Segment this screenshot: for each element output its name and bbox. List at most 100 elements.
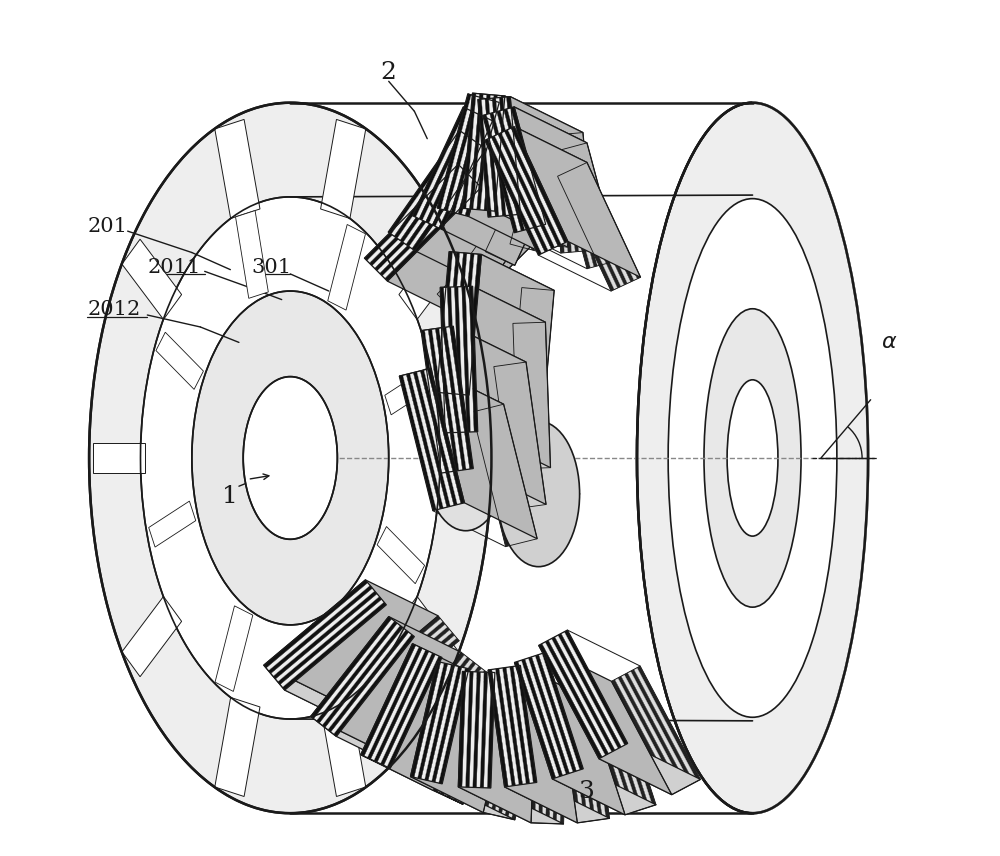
Polygon shape bbox=[545, 640, 609, 755]
Polygon shape bbox=[499, 98, 513, 215]
Polygon shape bbox=[344, 624, 447, 712]
Polygon shape bbox=[442, 205, 539, 302]
Polygon shape bbox=[539, 645, 672, 794]
Polygon shape bbox=[384, 654, 439, 767]
Polygon shape bbox=[599, 744, 700, 794]
Polygon shape bbox=[451, 98, 485, 213]
Polygon shape bbox=[451, 287, 460, 432]
Polygon shape bbox=[546, 708, 553, 823]
Polygon shape bbox=[399, 368, 504, 412]
Polygon shape bbox=[524, 134, 558, 249]
Polygon shape bbox=[149, 501, 196, 547]
Polygon shape bbox=[561, 632, 625, 746]
Polygon shape bbox=[559, 150, 594, 268]
Polygon shape bbox=[268, 586, 372, 674]
Polygon shape bbox=[388, 130, 462, 235]
Polygon shape bbox=[380, 180, 476, 276]
Polygon shape bbox=[421, 330, 445, 473]
Polygon shape bbox=[479, 409, 516, 545]
Polygon shape bbox=[470, 173, 544, 276]
Polygon shape bbox=[453, 326, 546, 504]
Polygon shape bbox=[328, 630, 409, 732]
Polygon shape bbox=[575, 704, 595, 821]
Polygon shape bbox=[513, 324, 522, 469]
Polygon shape bbox=[532, 656, 573, 773]
Polygon shape bbox=[440, 286, 545, 324]
Polygon shape bbox=[631, 669, 694, 784]
Polygon shape bbox=[608, 691, 649, 808]
Polygon shape bbox=[367, 167, 463, 264]
Polygon shape bbox=[495, 147, 549, 258]
Polygon shape bbox=[514, 107, 618, 260]
Polygon shape bbox=[572, 704, 592, 822]
Polygon shape bbox=[514, 127, 641, 277]
Polygon shape bbox=[437, 200, 534, 297]
Polygon shape bbox=[514, 662, 556, 779]
Polygon shape bbox=[473, 94, 487, 210]
Ellipse shape bbox=[727, 380, 778, 536]
Polygon shape bbox=[341, 621, 445, 710]
Polygon shape bbox=[505, 365, 528, 508]
Polygon shape bbox=[512, 364, 535, 507]
Polygon shape bbox=[418, 663, 448, 779]
Polygon shape bbox=[566, 147, 601, 266]
Polygon shape bbox=[346, 627, 450, 715]
Polygon shape bbox=[472, 93, 578, 132]
Polygon shape bbox=[576, 145, 611, 263]
Polygon shape bbox=[432, 116, 486, 226]
Polygon shape bbox=[364, 645, 419, 758]
Polygon shape bbox=[420, 370, 457, 505]
Polygon shape bbox=[508, 128, 565, 245]
Polygon shape bbox=[574, 167, 631, 283]
Polygon shape bbox=[497, 701, 527, 817]
Polygon shape bbox=[489, 145, 542, 255]
Polygon shape bbox=[426, 113, 480, 223]
Polygon shape bbox=[480, 95, 494, 211]
Polygon shape bbox=[473, 672, 480, 788]
Polygon shape bbox=[455, 98, 489, 214]
Polygon shape bbox=[527, 289, 543, 431]
Polygon shape bbox=[615, 688, 656, 805]
Polygon shape bbox=[510, 130, 544, 245]
Polygon shape bbox=[510, 667, 530, 784]
Polygon shape bbox=[413, 372, 450, 508]
Polygon shape bbox=[481, 98, 495, 217]
Polygon shape bbox=[321, 120, 366, 218]
Polygon shape bbox=[462, 287, 471, 432]
Polygon shape bbox=[513, 666, 533, 783]
Polygon shape bbox=[311, 616, 392, 719]
Polygon shape bbox=[572, 134, 586, 251]
Polygon shape bbox=[560, 709, 568, 824]
Ellipse shape bbox=[704, 309, 801, 607]
Polygon shape bbox=[555, 635, 618, 750]
Polygon shape bbox=[535, 655, 576, 772]
Polygon shape bbox=[484, 672, 491, 788]
Text: 2: 2 bbox=[381, 62, 397, 84]
Polygon shape bbox=[476, 176, 550, 281]
Polygon shape bbox=[385, 185, 481, 281]
Polygon shape bbox=[497, 405, 534, 540]
Polygon shape bbox=[236, 211, 268, 298]
Polygon shape bbox=[553, 708, 560, 823]
Polygon shape bbox=[399, 597, 459, 677]
Polygon shape bbox=[601, 693, 642, 811]
Polygon shape bbox=[425, 665, 455, 781]
Polygon shape bbox=[369, 169, 466, 266]
Polygon shape bbox=[490, 699, 520, 815]
Polygon shape bbox=[314, 619, 394, 721]
Polygon shape bbox=[557, 131, 570, 247]
Polygon shape bbox=[466, 93, 480, 209]
Polygon shape bbox=[514, 663, 625, 815]
Polygon shape bbox=[504, 129, 561, 246]
Polygon shape bbox=[501, 366, 525, 508]
Polygon shape bbox=[448, 97, 482, 211]
Polygon shape bbox=[399, 239, 459, 319]
Polygon shape bbox=[497, 366, 521, 508]
Polygon shape bbox=[410, 776, 515, 820]
Polygon shape bbox=[361, 644, 416, 756]
Polygon shape bbox=[520, 133, 555, 247]
Polygon shape bbox=[122, 239, 182, 319]
Polygon shape bbox=[531, 323, 540, 468]
Polygon shape bbox=[486, 407, 523, 544]
Polygon shape bbox=[435, 118, 489, 228]
